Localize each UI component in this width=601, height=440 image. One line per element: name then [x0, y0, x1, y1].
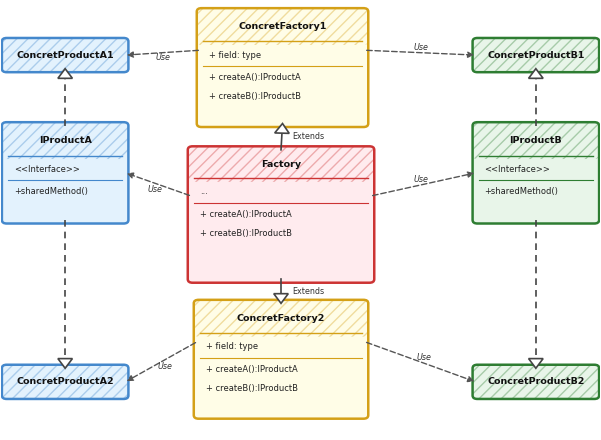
- Text: +sharedMethod(): +sharedMethod(): [14, 187, 88, 197]
- Text: ConcretFactory1: ConcretFactory1: [239, 22, 327, 31]
- Text: Use: Use: [413, 43, 429, 52]
- Text: + createB():IProductB: + createB():IProductB: [200, 229, 291, 238]
- Text: + createA():IProductA: + createA():IProductA: [209, 73, 300, 82]
- Text: <<Interface>>: <<Interface>>: [484, 165, 551, 174]
- Text: ...: ...: [200, 187, 207, 197]
- Polygon shape: [529, 69, 543, 78]
- Polygon shape: [58, 69, 72, 78]
- Polygon shape: [275, 124, 289, 133]
- Text: <<Interface>>: <<Interface>>: [14, 165, 80, 174]
- Text: + field: type: + field: type: [209, 51, 261, 60]
- Text: Extends: Extends: [292, 287, 324, 296]
- Polygon shape: [529, 359, 543, 368]
- Text: ConcretProductA1: ConcretProductA1: [16, 51, 114, 59]
- FancyBboxPatch shape: [472, 122, 599, 224]
- FancyBboxPatch shape: [2, 122, 129, 224]
- FancyBboxPatch shape: [472, 365, 599, 399]
- Text: Use: Use: [414, 175, 429, 184]
- Text: ConcretProductB2: ConcretProductB2: [487, 378, 585, 386]
- Text: IProductA: IProductA: [38, 136, 91, 145]
- Text: Use: Use: [156, 53, 171, 62]
- Text: Use: Use: [158, 362, 173, 370]
- Text: Use: Use: [147, 185, 162, 194]
- Text: ConcretFactory2: ConcretFactory2: [237, 314, 325, 323]
- Text: + createB():IProductB: + createB():IProductB: [209, 92, 300, 101]
- Text: Extends: Extends: [292, 132, 324, 141]
- Polygon shape: [58, 359, 72, 368]
- Text: IProductB: IProductB: [510, 136, 562, 145]
- FancyBboxPatch shape: [197, 8, 368, 127]
- Text: + field: type: + field: type: [206, 342, 258, 351]
- Text: Factory: Factory: [261, 160, 301, 169]
- FancyBboxPatch shape: [188, 147, 374, 283]
- Text: + createB():IProductB: + createB():IProductB: [206, 384, 297, 392]
- Text: ConcretProductB1: ConcretProductB1: [487, 51, 585, 59]
- FancyBboxPatch shape: [2, 38, 129, 72]
- FancyBboxPatch shape: [2, 365, 129, 399]
- Text: Use: Use: [416, 353, 431, 362]
- Text: + createA():IProductA: + createA():IProductA: [206, 365, 297, 374]
- Text: +sharedMethod(): +sharedMethod(): [484, 187, 558, 197]
- FancyBboxPatch shape: [472, 38, 599, 72]
- Polygon shape: [274, 293, 288, 303]
- Text: + createA():IProductA: + createA():IProductA: [200, 210, 291, 219]
- FancyBboxPatch shape: [194, 300, 368, 419]
- Text: ConcretProductA2: ConcretProductA2: [16, 378, 114, 386]
